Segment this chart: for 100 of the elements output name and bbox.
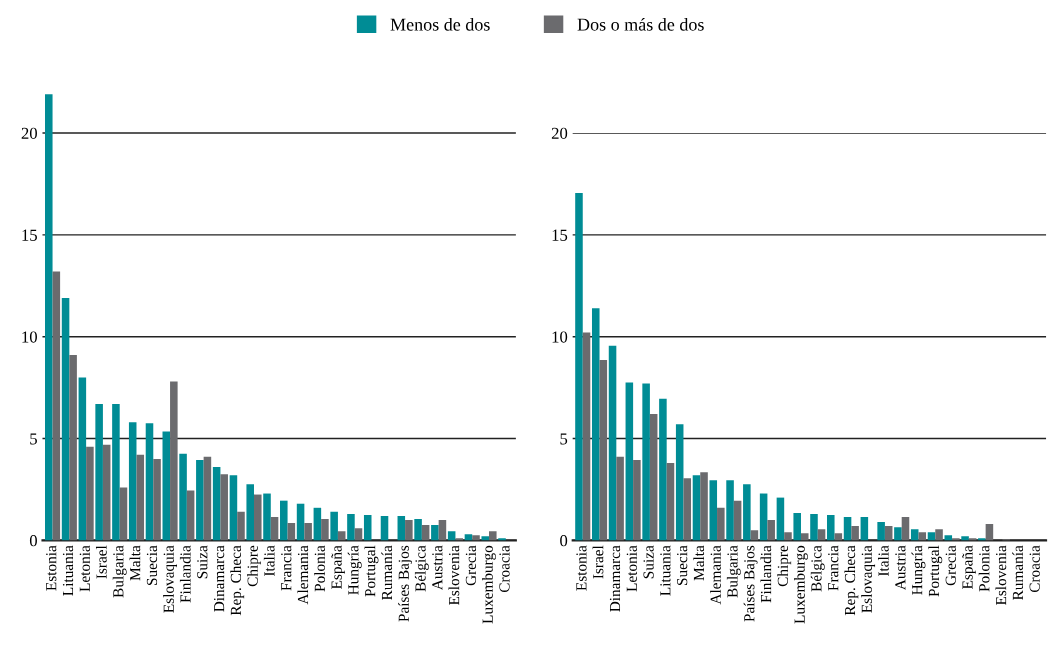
legend-label: Menos de dos	[390, 17, 490, 31]
x-tick-label: Luxemburgo	[482, 545, 496, 624]
x-tick-label: Austria	[432, 545, 443, 591]
y-tick-label: 10	[22, 331, 37, 343]
bar	[363, 514, 372, 541]
bar	[102, 444, 111, 541]
bar	[119, 487, 128, 541]
x-tick-label: Estonia	[46, 545, 57, 591]
bar	[633, 459, 641, 541]
bar	[726, 480, 734, 541]
bar	[229, 475, 238, 541]
x-tick-label: Eslovaquia	[163, 545, 177, 613]
x-tick-label: Eslovenia	[448, 545, 460, 606]
bar	[810, 513, 818, 541]
bar	[464, 534, 473, 541]
bar	[153, 458, 161, 541]
bar	[784, 532, 792, 541]
bar	[203, 456, 212, 541]
bar	[935, 529, 943, 541]
x-tick-label: Suecia	[146, 545, 158, 585]
bar	[759, 493, 768, 541]
bar	[591, 308, 600, 541]
bar	[414, 518, 422, 541]
bar	[347, 513, 355, 541]
bar	[438, 520, 447, 541]
x-tick-label: Rep. Checa	[844, 545, 859, 616]
bar	[489, 531, 497, 541]
x-tick-label: Dinamarca	[213, 545, 225, 612]
bar	[170, 381, 178, 541]
bar	[354, 528, 363, 541]
x-tick-label: Bulgaria	[112, 545, 127, 598]
x-tick-label: Dinamarca	[609, 545, 621, 612]
bar	[397, 515, 406, 541]
x-tick-label: Polonia	[314, 545, 325, 592]
x-tick-label: Suecia	[677, 545, 688, 585]
bar	[263, 493, 271, 541]
x-tick-label: Malta	[129, 545, 141, 581]
bar	[431, 525, 439, 541]
bar	[910, 529, 919, 541]
bar	[709, 480, 718, 541]
x-tick-label: España	[962, 545, 976, 589]
bar	[767, 520, 775, 541]
x-tick-label: Alemania	[297, 545, 309, 605]
bar	[246, 484, 254, 541]
bar	[817, 529, 826, 541]
bar	[280, 500, 288, 541]
bar	[750, 530, 759, 541]
bar	[186, 490, 195, 541]
bar	[472, 535, 480, 541]
bar	[304, 523, 312, 541]
x-tick-label: Finlandia	[179, 545, 191, 603]
x-tick-label: Israel	[592, 545, 604, 579]
x-tick-label: Lituania	[62, 545, 74, 596]
bar	[827, 514, 835, 541]
bar	[78, 377, 87, 541]
bar	[666, 462, 675, 541]
x-tick-label: Austria	[895, 545, 906, 591]
bar	[884, 526, 893, 541]
x-tick-label: Bélgica	[414, 545, 429, 592]
y-tick-label: 20	[551, 127, 568, 139]
y-tick-label: 15	[22, 229, 37, 241]
x-tick-label: Hungría	[911, 545, 926, 595]
bar	[330, 511, 338, 541]
bar	[843, 516, 852, 541]
bar	[112, 403, 120, 541]
bar	[649, 414, 658, 541]
bar	[582, 332, 591, 541]
y-tick-label: 5	[560, 433, 568, 445]
x-tick-label: Bulgaria	[726, 545, 741, 598]
x-tick-label: Portugal	[364, 545, 379, 597]
bar	[985, 524, 994, 541]
x-tick-label: Malta	[693, 545, 705, 581]
bar	[901, 516, 910, 541]
x-tick-label: Rumanía	[381, 545, 393, 600]
bar	[776, 497, 785, 541]
bar	[800, 533, 809, 541]
bar	[254, 494, 262, 541]
bar	[675, 424, 684, 541]
x-tick-label: Letonia	[79, 545, 90, 592]
bar	[86, 446, 94, 541]
bar	[851, 526, 859, 541]
bar	[608, 345, 617, 541]
x-tick-label: Eslovaquia	[861, 545, 876, 613]
bar	[793, 512, 801, 541]
bar	[270, 516, 279, 541]
bar	[61, 297, 70, 541]
x-tick-label: Polonia	[978, 545, 990, 592]
x-tick-label: Italia	[263, 545, 275, 577]
x-tick-label: Alemania	[710, 545, 721, 605]
bar	[625, 382, 634, 541]
x-tick-label: Francia	[828, 545, 839, 591]
x-tick-label: Finlandia	[760, 545, 772, 603]
bar	[321, 518, 329, 541]
bar	[717, 507, 725, 541]
bar	[69, 355, 77, 541]
bar	[196, 459, 204, 541]
x-tick-label: Croacia	[1029, 545, 1040, 593]
x-tick-label: Rumanía	[1012, 545, 1024, 600]
x-tick-label: Bélgica	[810, 545, 825, 592]
legend-label: Dos o más de dos	[577, 17, 704, 31]
